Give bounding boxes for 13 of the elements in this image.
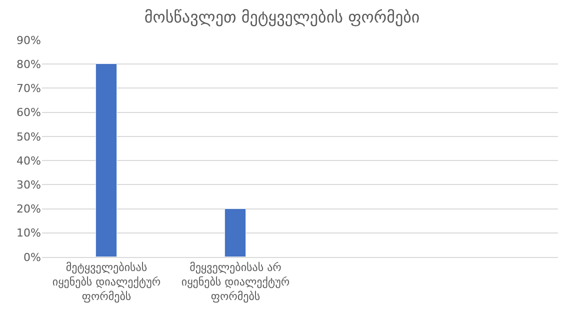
chart-title: მოსწავლეთ მეტყველების ფორმები	[144, 8, 420, 27]
y-tick-label: 80%	[16, 58, 41, 71]
y-tick-label: 60%	[16, 106, 41, 120]
y-tick-label: 90%	[16, 34, 41, 47]
x-tick-label: მეყველებისას არ იყენებს დიალექტურ ფორმებს	[181, 261, 290, 303]
y-tick-label: 0%	[24, 250, 41, 264]
y-tick-label: 40%	[16, 154, 41, 168]
x-tick-label: მეტყველებისას იყენებს დიალექტურ ფორმებს	[52, 261, 161, 303]
y-tick-label: 30%	[16, 178, 41, 192]
y-tick-label: 10%	[16, 226, 41, 240]
y-tick-label: 50%	[16, 130, 41, 144]
y-tick-label: 20%	[16, 202, 41, 216]
y-tick-label: 70%	[16, 82, 41, 96]
